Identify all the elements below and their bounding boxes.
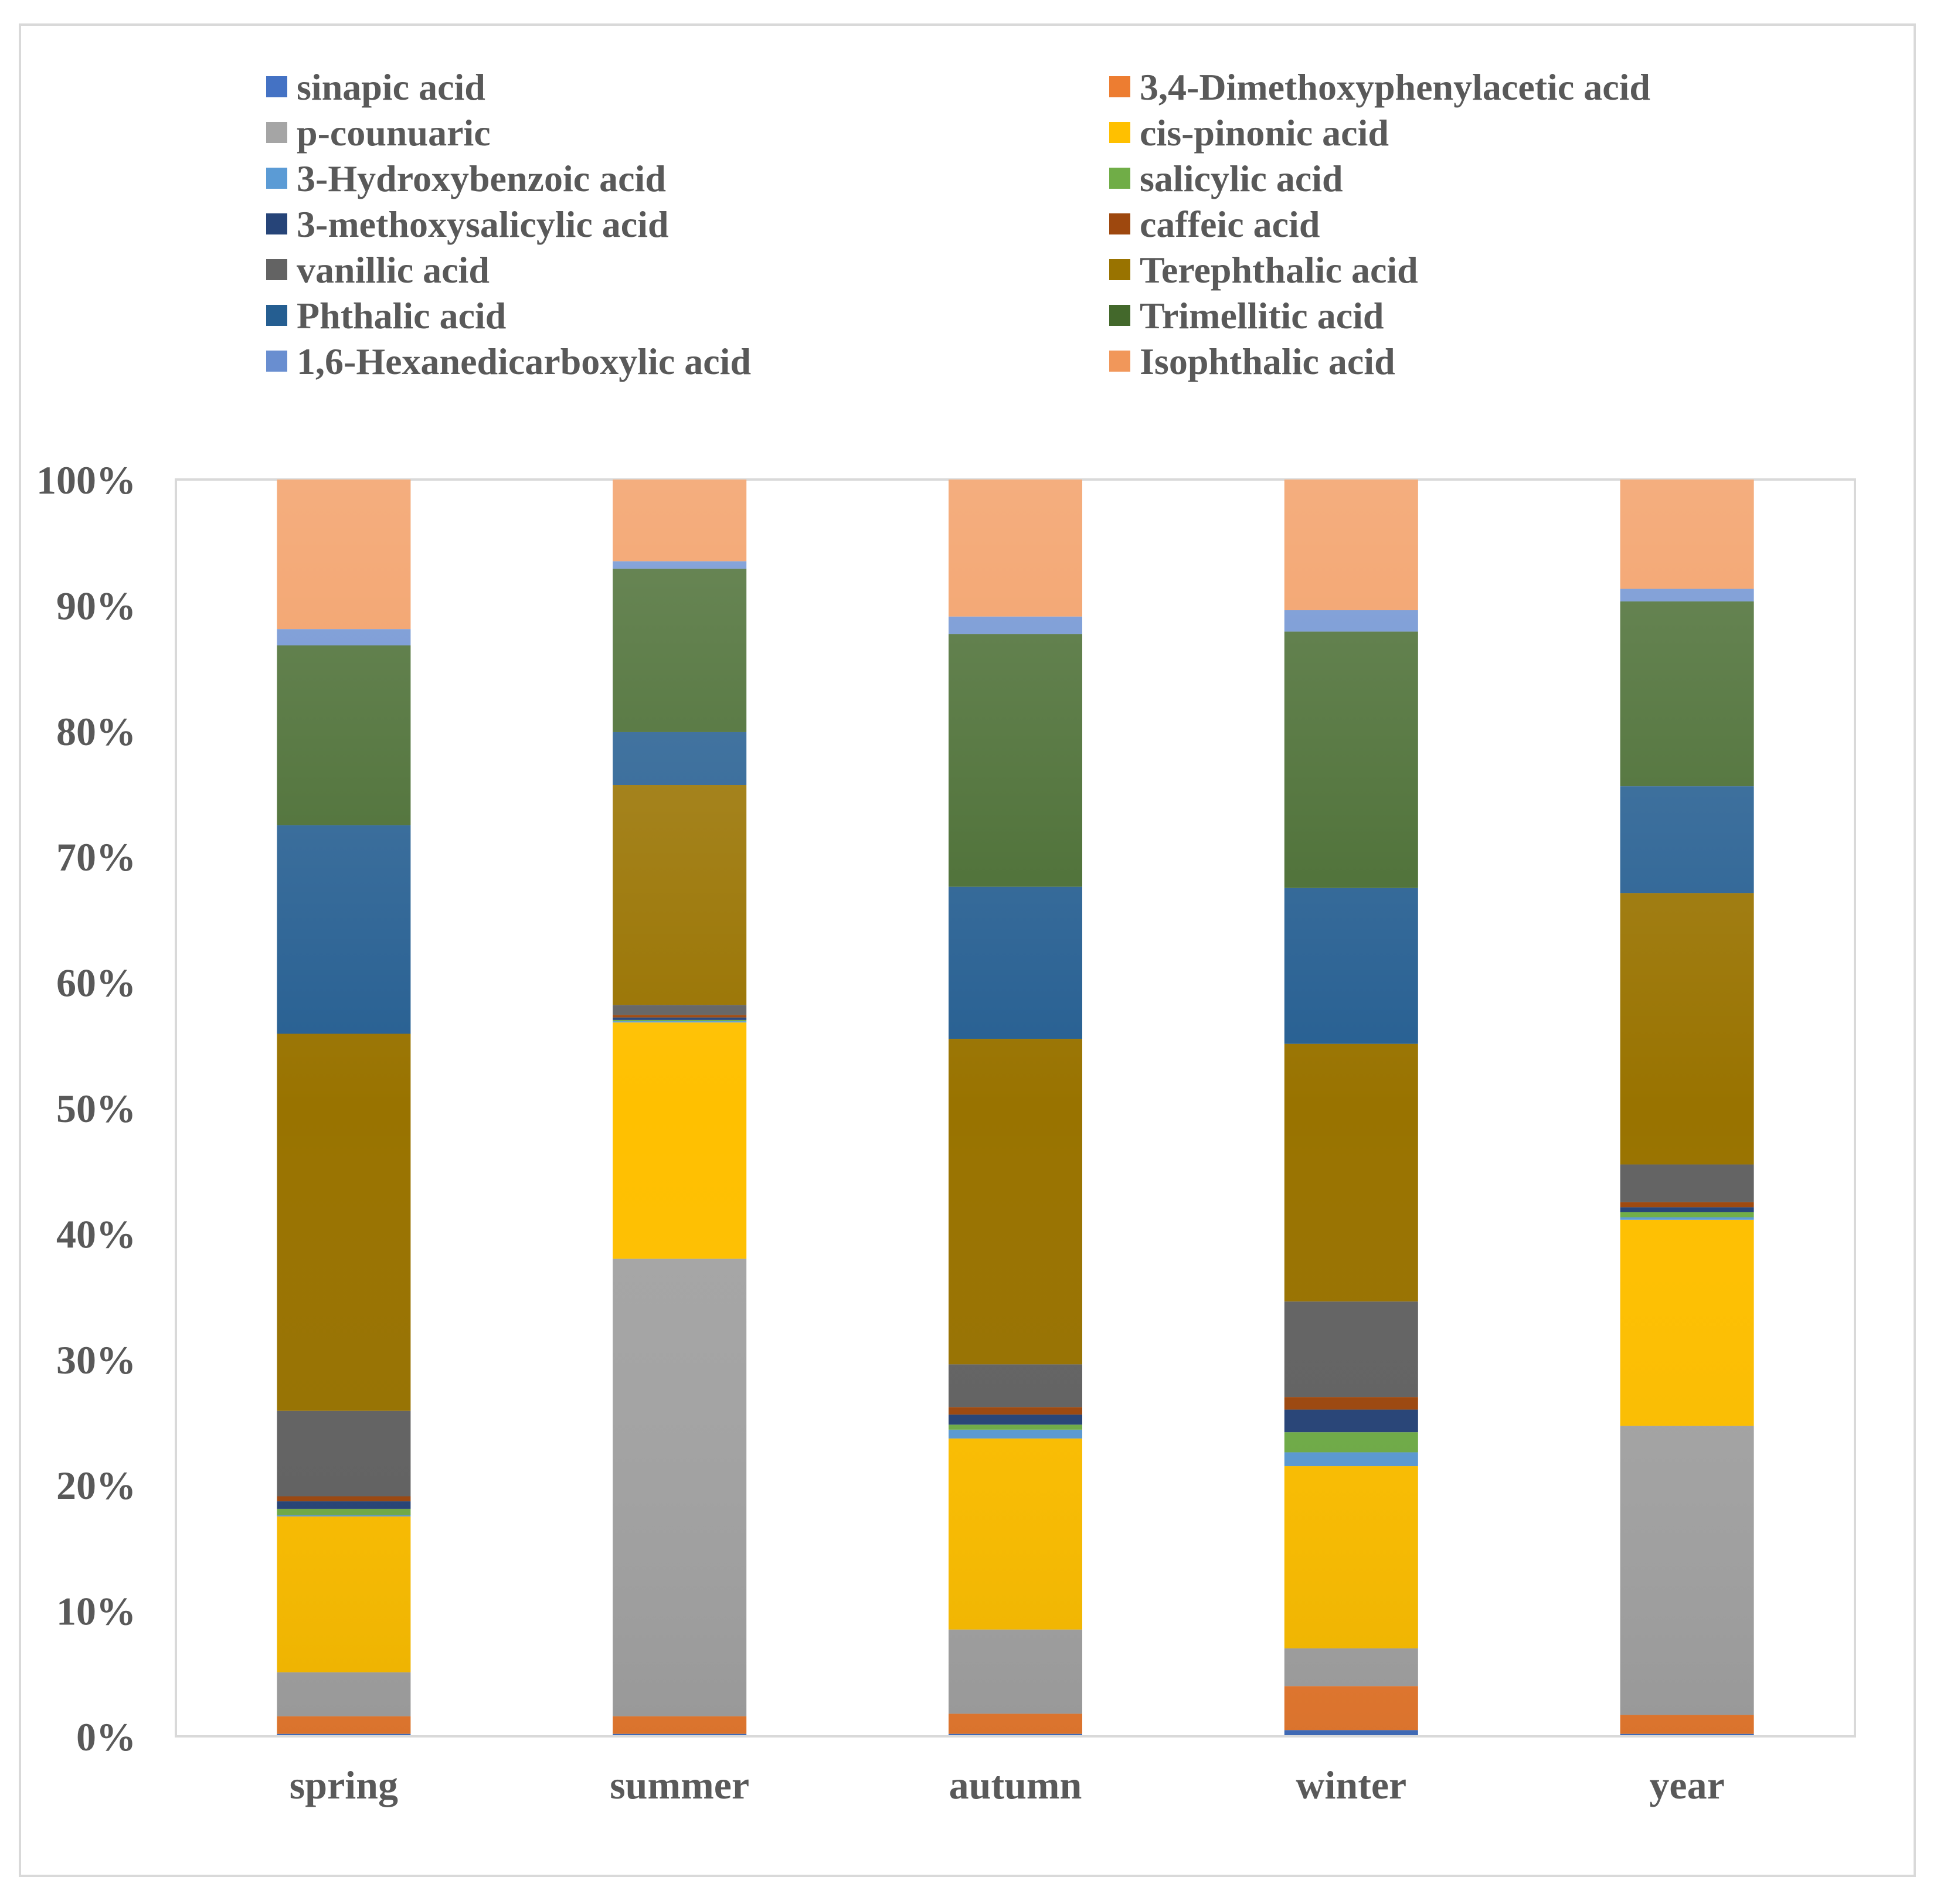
y-tick-label-8: 80%	[56, 709, 136, 754]
legend-label-terephthalic-acid: Terephthalic acid	[1140, 249, 1418, 291]
legend-label-3-methoxysalicylic-acid: 3-methoxysalicylic acid	[297, 203, 669, 245]
legend-label-1-6-hexanedicarboxylic-acid: 1,6-Hexanedicarboxylic acid	[297, 341, 751, 382]
legend: sinapic acid 3,4-Dimethoxyphenylacetic ac…	[266, 66, 1650, 382]
bars	[277, 480, 1754, 1736]
bar-group-spring	[277, 480, 411, 1736]
legend-swatch-trimellitic-acid	[1109, 305, 1130, 326]
legend-label-phthalic-acid: Phthalic acid	[297, 295, 506, 336]
legend-swatch-1-6-hexanedicarboxylic-acid	[266, 351, 287, 372]
legend-swatch-vanillic-acid	[266, 259, 287, 280]
legend-label-vanillic-acid: vanillic acid	[297, 249, 490, 291]
bar-shading-year	[1620, 480, 1754, 1736]
legend-swatch-p-counuaric	[266, 122, 287, 143]
x-tick-label-summer: summer	[610, 1763, 749, 1807]
legend-item-1-6-hexanedicarboxylic-acid: 1,6-Hexanedicarboxylic acid	[266, 341, 751, 382]
legend-item-p-counuaric: p-counuaric	[266, 112, 491, 154]
legend-item-caffeic-acid: caffeic acid	[1109, 203, 1320, 245]
legend-label-salicylic-acid: salicylic acid	[1140, 158, 1343, 199]
legend-swatch-sinapic-acid	[266, 76, 287, 97]
legend-label-3-4-dimethoxyphenylacetic-acid: 3,4-Dimethoxyphenylacetic acid	[1140, 66, 1650, 108]
legend-item-sinapic-acid: sinapic acid	[266, 66, 485, 108]
x-tick-label-winter: winter	[1296, 1763, 1406, 1807]
y-tick-label-3: 30%	[56, 1338, 136, 1382]
legend-swatch-isophthalic-acid	[1109, 351, 1130, 372]
x-tick-label-year: year	[1649, 1763, 1724, 1807]
legend-swatch-3-methoxysalicylic-acid	[266, 213, 287, 234]
legend-swatch-terephthalic-acid	[1109, 259, 1130, 280]
legend-item-vanillic-acid: vanillic acid	[266, 249, 490, 291]
legend-swatch-phthalic-acid	[266, 305, 287, 326]
legend-item-3-methoxysalicylic-acid: 3-methoxysalicylic acid	[266, 203, 669, 245]
y-tick-label-0: 0%	[76, 1715, 136, 1759]
legend-item-terephthalic-acid: Terephthalic acid	[1109, 249, 1418, 291]
legend-item-trimellitic-acid: Trimellitic acid	[1109, 295, 1384, 336]
y-tick-label-5: 50%	[56, 1086, 136, 1131]
y-tick-label-7: 70%	[56, 835, 136, 879]
bar-shading-autumn	[949, 480, 1082, 1736]
x-tick-label-spring: spring	[290, 1763, 398, 1807]
bar-group-winter	[1284, 480, 1418, 1736]
legend-item-isophthalic-acid: Isophthalic acid	[1109, 341, 1395, 382]
bar-shading-winter	[1284, 480, 1418, 1736]
y-axis: 0% 10% 20% 30% 40% 50% 60% 70% 80% 90% 100%	[36, 458, 136, 1759]
legend-swatch-caffeic-acid	[1109, 213, 1130, 234]
bar-group-summer	[613, 480, 747, 1736]
y-tick-label-2: 20%	[56, 1463, 136, 1508]
legend-label-3-hydroxybenzoic-acid: 3-Hydroxybenzoic acid	[297, 158, 666, 199]
y-tick-label-4: 40%	[56, 1212, 136, 1256]
x-axis: spring summer autumn winter year	[290, 1763, 1725, 1807]
y-tick-label-6: 60%	[56, 961, 136, 1005]
bar-shading-spring	[277, 480, 411, 1736]
legend-swatch-3-4-dimethoxyphenylacetic-acid	[1109, 76, 1130, 97]
legend-item-salicylic-acid: salicylic acid	[1109, 158, 1343, 199]
legend-swatch-cis-pinonic-acid	[1109, 122, 1130, 143]
legend-label-isophthalic-acid: Isophthalic acid	[1140, 341, 1395, 382]
legend-item-3-4-dimethoxyphenylacetic-acid: 3,4-Dimethoxyphenylacetic acid	[1109, 66, 1650, 108]
legend-label-p-counuaric: p-counuaric	[297, 112, 491, 154]
bar-group-autumn	[949, 480, 1082, 1736]
bar-shading-summer	[613, 480, 747, 1736]
legend-item-phthalic-acid: Phthalic acid	[266, 295, 506, 336]
y-tick-label-1: 10%	[56, 1589, 136, 1634]
legend-item-cis-pinonic-acid: cis-pinonic acid	[1109, 112, 1389, 154]
legend-label-caffeic-acid: caffeic acid	[1140, 203, 1320, 245]
legend-label-cis-pinonic-acid: cis-pinonic acid	[1140, 112, 1389, 154]
bar-group-year	[1620, 480, 1754, 1736]
legend-swatch-3-hydroxybenzoic-acid	[266, 168, 287, 189]
legend-label-trimellitic-acid: Trimellitic acid	[1140, 295, 1384, 336]
y-tick-label-10: 100%	[36, 458, 136, 502]
x-tick-label-autumn: autumn	[949, 1763, 1082, 1807]
y-tick-label-9: 90%	[56, 583, 136, 628]
legend-item-3-hydroxybenzoic-acid: 3-Hydroxybenzoic acid	[266, 158, 666, 199]
legend-swatch-salicylic-acid	[1109, 168, 1130, 189]
legend-label-sinapic-acid: sinapic acid	[297, 66, 485, 108]
